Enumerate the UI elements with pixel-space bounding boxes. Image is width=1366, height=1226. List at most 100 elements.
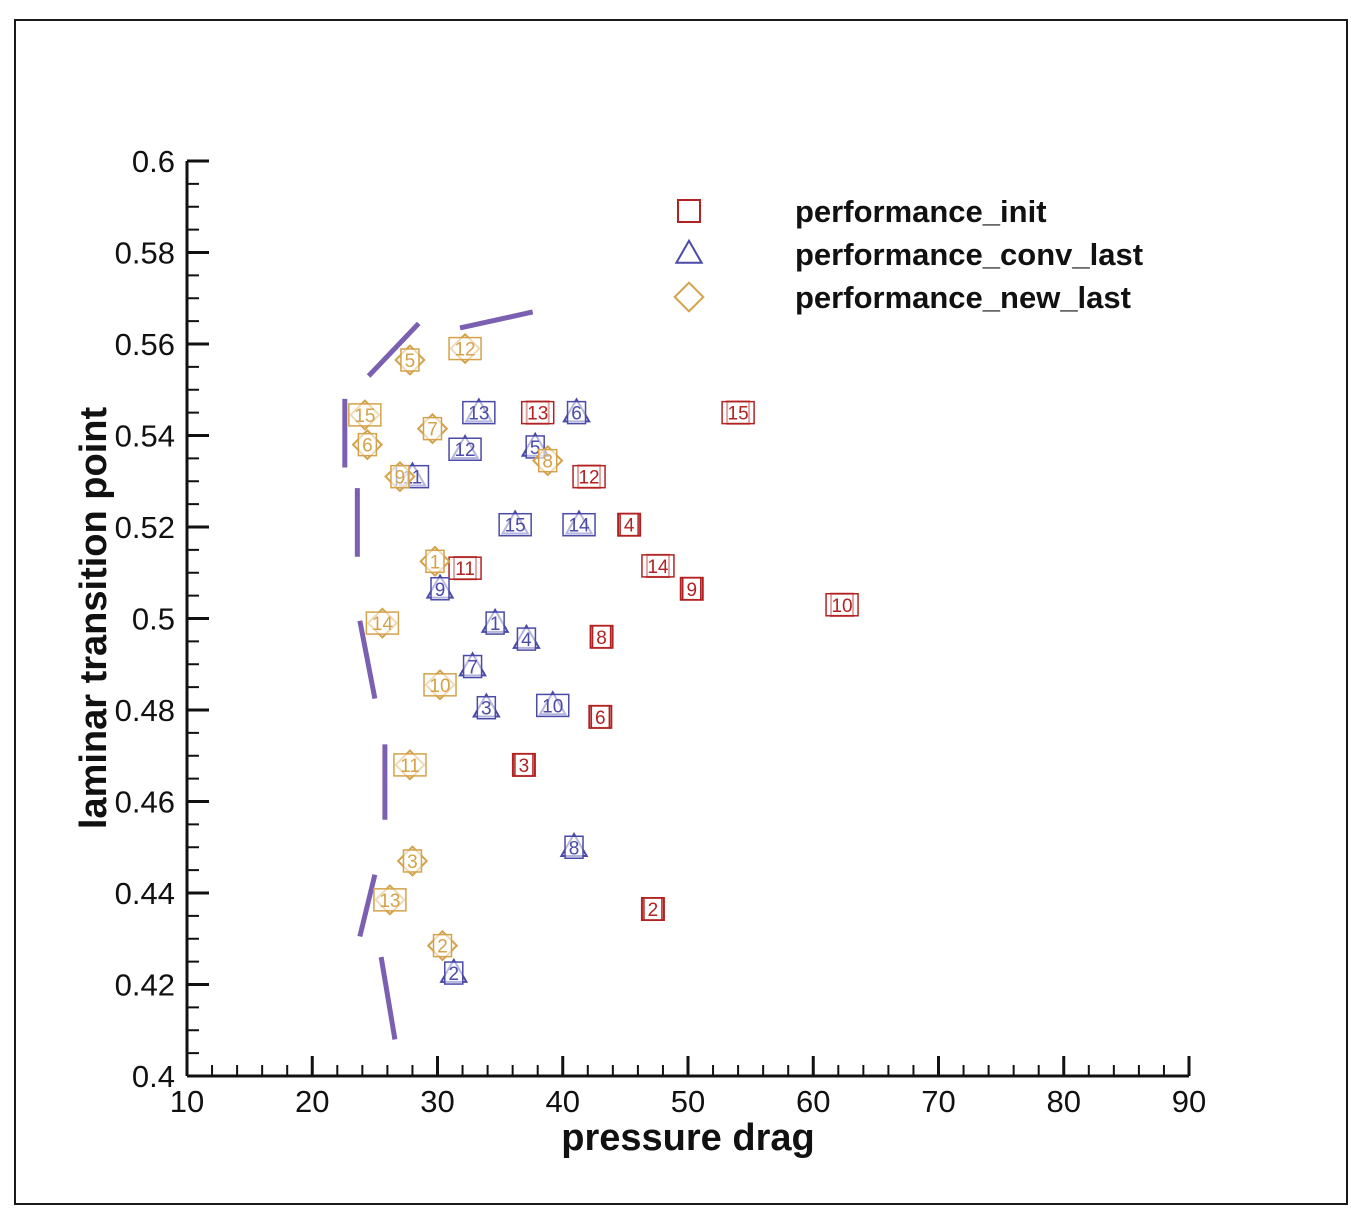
y-tick-label: 0.5 <box>132 602 175 637</box>
point-label: 13 <box>379 891 400 912</box>
data-point: 3 <box>396 845 429 877</box>
point-label: 2 <box>648 900 659 921</box>
legend-item: performance_new_last <box>673 280 1131 315</box>
series-layer: 2346891011121314151234567891011121314151… <box>348 332 859 985</box>
point-label-box <box>564 835 584 859</box>
point-label-box <box>591 625 612 649</box>
x-tick-label: 80 <box>1047 1084 1081 1119</box>
point-label: 14 <box>647 557 669 578</box>
point-label-box <box>448 437 482 461</box>
point-label-box <box>566 400 587 425</box>
point-label-box <box>520 400 555 425</box>
point-label: 14 <box>568 516 590 537</box>
y-tick-label: 0.42 <box>115 968 175 1003</box>
data-point: 13 <box>373 884 407 916</box>
data-point: 2 <box>439 957 469 985</box>
point-label-box <box>572 464 606 489</box>
data-point: 8 <box>559 832 589 859</box>
diamond-marker <box>673 281 705 313</box>
y-tick-label: 0.54 <box>115 419 175 454</box>
point-label: 13 <box>468 404 489 425</box>
data-point: 8 <box>532 444 564 477</box>
data-point: 1 <box>419 545 451 578</box>
data-point: 8 <box>589 624 614 649</box>
square-marker <box>677 199 701 223</box>
y-tick-label: 0.46 <box>115 785 175 820</box>
y-tick-label: 0.58 <box>115 236 175 271</box>
point-label-box <box>430 577 450 601</box>
point-label-box <box>348 403 382 427</box>
legend: performance_init performance_conv_lastper… <box>673 194 1143 315</box>
data-point: 12 <box>448 434 482 461</box>
point-label: 14 <box>372 614 394 635</box>
point-label: 1 <box>430 552 441 573</box>
data-point: 14 <box>365 607 400 639</box>
point-label: 3 <box>519 756 530 777</box>
boundary-dash <box>366 321 421 378</box>
point-label: 12 <box>454 340 475 361</box>
data-point: 6 <box>351 428 384 461</box>
point-label: 10 <box>429 676 450 697</box>
legend-label: performance_conv_last <box>795 237 1143 272</box>
point-label: 10 <box>542 696 563 717</box>
data-point: 6 <box>588 704 613 729</box>
x-tick-label: 50 <box>671 1084 705 1119</box>
point-label-box <box>400 348 420 372</box>
data-point: 3 <box>471 692 501 720</box>
axes: 10 20 30 40 50 60 70 80 90 0.4 0.42 0.44 0.46 0.48 0.5… <box>115 144 1207 1119</box>
point-label: 4 <box>624 516 635 537</box>
data-point: 14 <box>641 553 675 578</box>
point-label-box <box>373 888 407 912</box>
point-label: 7 <box>427 420 438 441</box>
point-label-box <box>498 512 532 537</box>
point-label: 6 <box>571 404 582 425</box>
point-label: 11 <box>455 559 475 580</box>
y-tick-label: 0.48 <box>115 693 175 728</box>
y-tick-label: 0.44 <box>115 876 175 911</box>
point-label-box <box>357 432 378 457</box>
data-point: 14 <box>562 509 596 537</box>
point-label-box <box>641 554 675 578</box>
point-label: 7 <box>467 658 478 679</box>
point-label: 12 <box>454 440 475 461</box>
data-point: 11 <box>393 749 427 781</box>
data-point: 7 <box>458 651 487 679</box>
x-tick-label: 20 <box>295 1084 329 1119</box>
point-label: 12 <box>578 468 599 489</box>
point-label-box <box>682 577 702 601</box>
x-tick-label: 90 <box>1172 1084 1206 1119</box>
point-label: 10 <box>831 596 852 617</box>
data-point: 10 <box>423 669 457 701</box>
data-point: 12 <box>448 332 482 365</box>
point-label-box <box>402 849 423 873</box>
y-axis-title: laminar transition point <box>73 407 115 830</box>
point-label: 9 <box>435 580 446 601</box>
point-label: 2 <box>448 964 459 985</box>
data-point: 6 <box>562 397 591 425</box>
point-label-box <box>422 416 443 441</box>
point-label: 8 <box>596 628 607 649</box>
data-point: 1 <box>480 607 510 635</box>
x-tick-label: 70 <box>921 1084 955 1119</box>
boundary-dashes <box>342 309 534 1040</box>
point-label-box <box>535 693 570 718</box>
data-point: 4 <box>617 512 642 537</box>
y-tick-label: 0.6 <box>132 144 175 179</box>
point-label-box <box>825 593 859 617</box>
legend-label: performance_init <box>795 194 1047 229</box>
point-label-box <box>516 627 537 651</box>
point-label: 13 <box>527 404 548 425</box>
x-axis-title: pressure drag <box>561 1117 814 1159</box>
data-point: 3 <box>511 752 536 777</box>
y-tick-label: 0.56 <box>115 327 175 362</box>
point-label: 8 <box>569 838 580 859</box>
point-label: 9 <box>395 468 406 489</box>
point-label: 6 <box>362 436 373 457</box>
x-tick-label: 30 <box>420 1084 454 1119</box>
point-label-box <box>448 556 482 580</box>
data-point: 7 <box>416 412 449 445</box>
point-label: 2 <box>437 937 448 958</box>
figure-frame <box>14 19 1348 1205</box>
